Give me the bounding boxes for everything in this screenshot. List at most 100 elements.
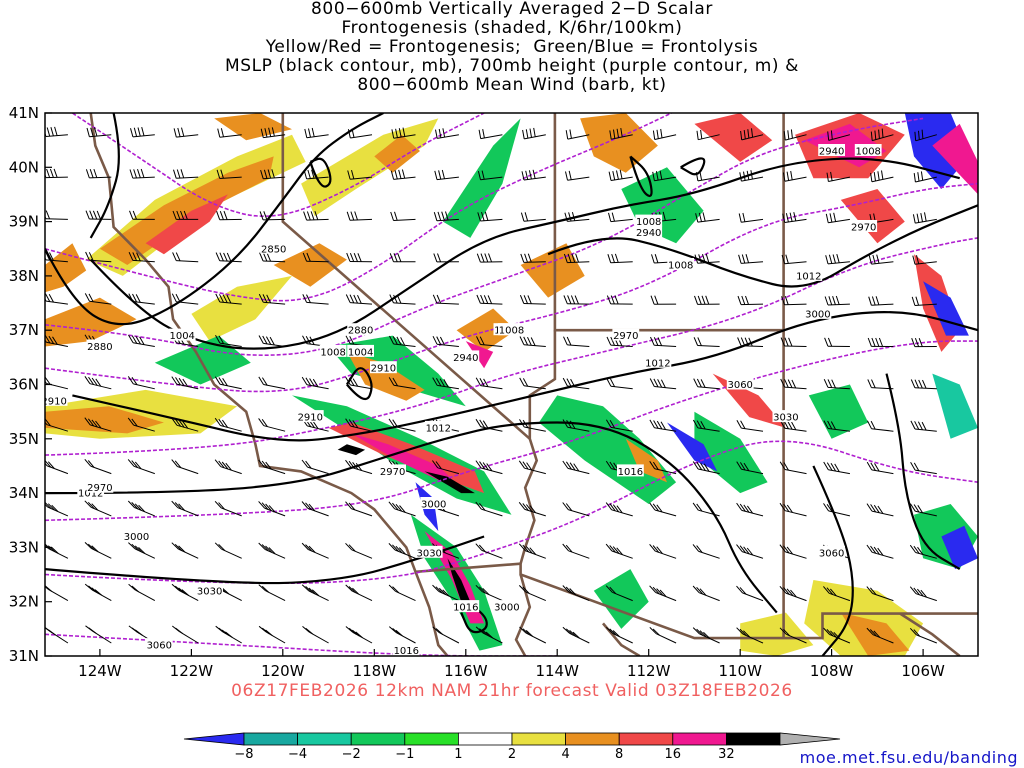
wind-barb	[345, 501, 373, 517]
wind-barb	[870, 170, 894, 183]
wind-barb	[260, 127, 286, 139]
shading-patch	[593, 569, 649, 629]
wind-barb	[477, 211, 503, 222]
shading-patch	[580, 113, 658, 173]
wind-barb	[388, 377, 416, 390]
wind-barb	[173, 127, 199, 138]
wind-barb	[476, 253, 503, 263]
colorbar-label: −1	[395, 747, 414, 762]
wind-barb	[172, 252, 199, 263]
wind-barb	[128, 251, 155, 263]
shading-patch	[840, 189, 905, 244]
colorbar-arrow-left	[183, 732, 245, 746]
wind-barb	[171, 293, 199, 305]
shading-patch	[214, 113, 292, 141]
wind-barb	[909, 586, 937, 602]
wind-barb	[522, 127, 546, 140]
wind-barb	[521, 169, 546, 181]
wind-barb	[346, 211, 373, 221]
wind-barb	[562, 377, 590, 390]
lon-label: 122W	[170, 662, 214, 680]
wind-barb	[84, 458, 112, 475]
colorbar-label: 4	[561, 747, 569, 762]
wind-barb	[519, 336, 546, 347]
wind-barb	[389, 253, 416, 263]
wind-barb	[736, 585, 764, 602]
wind-barb	[388, 418, 416, 432]
wind-barb	[562, 419, 590, 432]
colorbar-swatch	[672, 732, 727, 746]
height-contour-label: 3060	[819, 548, 844, 559]
shading-patch	[45, 406, 164, 434]
mslp-contour-label: 1008	[636, 217, 661, 228]
wind-barb	[214, 459, 242, 475]
wind-barb	[825, 253, 850, 265]
wind-barb	[736, 544, 764, 559]
contour-label-bg	[420, 497, 448, 509]
wind-barb	[823, 420, 850, 432]
lon-label: 120W	[261, 662, 305, 680]
lat-label: 38N	[9, 267, 39, 285]
colorbar-arrow-right	[779, 732, 841, 746]
latitude-axis: 41N 40N 39N 38N 37N 36N 35N 34N 33N 32N 31N	[9, 104, 52, 665]
lon-label: 106W	[901, 662, 945, 680]
height-contour-label: 3030	[416, 548, 441, 559]
wind-barb	[562, 460, 590, 475]
height-contour-label: 3000	[805, 309, 830, 320]
height-contour-label: 2910	[371, 364, 396, 375]
source-url[interactable]: moe.met.fsu.edu/banding	[799, 748, 1018, 767]
wind-barb	[84, 583, 112, 602]
wind-barb	[649, 543, 677, 559]
wind-barb	[258, 335, 286, 347]
wind-barb	[825, 212, 850, 224]
height-contour-label: 2910	[298, 413, 323, 424]
title-line-4: MSLP (black contour, mb), 700mb height (…	[224, 56, 800, 76]
contour-label-bg	[854, 144, 882, 156]
wind-barb	[693, 337, 720, 347]
wind-barb	[870, 128, 894, 142]
wind-barb	[304, 127, 329, 139]
wind-barb	[259, 252, 286, 263]
contour-label-bg	[347, 323, 374, 336]
wind-barb	[345, 626, 373, 644]
wind-barb	[258, 501, 286, 517]
wind-barb	[866, 461, 894, 475]
wind-barb	[171, 583, 199, 602]
wind-barb	[475, 501, 503, 517]
shading-patch	[932, 123, 978, 195]
wind-barb	[171, 500, 199, 517]
wind-barb	[258, 293, 286, 305]
mslp-contour	[629, 155, 653, 198]
height-contour	[71, 113, 485, 217]
contour-label-bg	[45, 393, 68, 406]
wind-barb	[345, 376, 373, 390]
shading-patch	[145, 194, 228, 255]
wind-barb	[781, 296, 807, 306]
wind-barb	[45, 460, 69, 475]
contour-label-bg	[379, 464, 406, 477]
shading-patch	[99, 156, 274, 265]
wind-barb	[518, 501, 546, 517]
shading-patch	[45, 297, 137, 347]
border-line	[89, 113, 449, 656]
wind-barb	[171, 625, 199, 644]
height-contour-label: 3060	[147, 641, 172, 652]
wind-barb	[301, 376, 329, 390]
wind-barb	[432, 335, 459, 347]
wind-barb	[563, 336, 590, 347]
wind-barb	[564, 211, 590, 222]
mslp-contour	[45, 535, 485, 585]
wind-barb	[866, 544, 894, 559]
wind-barb	[258, 542, 286, 559]
wind-barb	[696, 129, 720, 141]
wind-barb	[475, 460, 503, 475]
colorbar-swatch	[618, 732, 674, 746]
wind-barb	[695, 171, 720, 182]
wind-barb	[475, 543, 503, 559]
mslp-contour-label: 1008	[668, 261, 693, 272]
wind-barb	[518, 460, 546, 475]
contour-label-bg	[667, 258, 695, 270]
wind-barb	[347, 128, 373, 139]
title-line-2: Frontogenesis (shaded, K/6hr/100km)	[341, 18, 683, 38]
shading-patch	[337, 444, 366, 456]
